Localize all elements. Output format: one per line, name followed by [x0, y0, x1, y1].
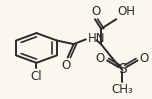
Text: S: S	[118, 62, 127, 76]
Text: CH₃: CH₃	[111, 83, 133, 96]
Text: OH: OH	[118, 5, 136, 18]
Text: O: O	[91, 5, 100, 18]
Text: HN: HN	[87, 32, 105, 45]
Text: O: O	[96, 52, 105, 65]
Text: O: O	[140, 52, 149, 65]
Text: O: O	[62, 59, 71, 71]
Text: Cl: Cl	[31, 70, 42, 83]
